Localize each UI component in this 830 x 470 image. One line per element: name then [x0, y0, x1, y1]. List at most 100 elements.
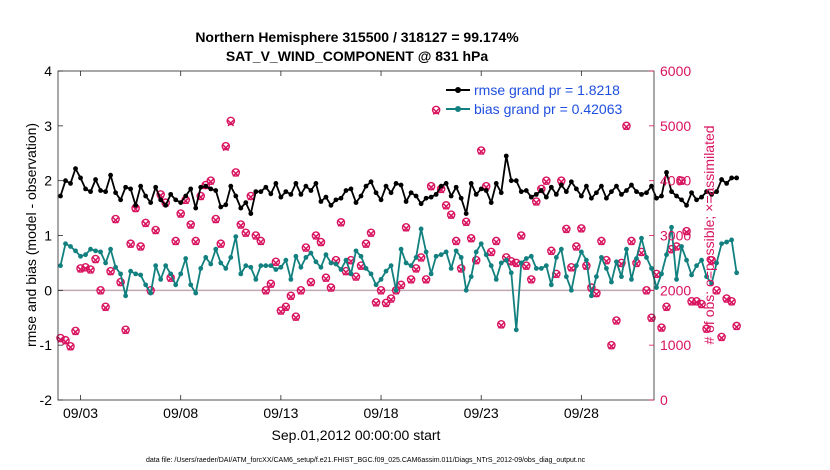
- rmse-point: [78, 175, 83, 181]
- obs-assimilated-point: [252, 233, 260, 240]
- obs-assimilated-point: [442, 203, 450, 210]
- bias-point: [293, 253, 299, 259]
- obs-assimilated-point: [527, 277, 535, 284]
- obs-assimilated-point: [673, 244, 680, 251]
- rmse-point: [298, 191, 304, 197]
- rmse-point: [543, 194, 549, 200]
- bias-point: [473, 249, 479, 255]
- obs-assimilated-point: [342, 268, 350, 276]
- obs-assimilated-point: [137, 244, 144, 251]
- bias-point: [508, 270, 514, 276]
- rmse-series-group: [58, 153, 740, 216]
- obs-assimilated-point: [277, 308, 285, 316]
- rmse-point: [669, 189, 674, 195]
- bias-point: [338, 267, 344, 272]
- bias-point: [213, 246, 219, 252]
- bias-point: [418, 226, 424, 232]
- rmse-point: [308, 188, 314, 193]
- obs-assimilated-point: [608, 342, 615, 350]
- bias-point: [328, 260, 334, 266]
- bias-point: [248, 264, 254, 270]
- bias-point: [263, 263, 269, 269]
- bias-point: [438, 252, 444, 258]
- obs-possible-point: [476, 146, 486, 155]
- obs-assimilated-point: [542, 178, 550, 186]
- bias-point: [659, 271, 664, 277]
- bias-point: [649, 266, 654, 271]
- bias-point: [253, 276, 259, 282]
- obs-assimilated-point: [237, 222, 245, 229]
- bias-point: [483, 252, 489, 258]
- obs-assimilated-point: [553, 271, 560, 279]
- obs-assimilated-point: [212, 216, 220, 224]
- obs-assimilated-point: [658, 325, 665, 333]
- rmse-point: [408, 190, 414, 196]
- bias-point: [699, 257, 704, 263]
- bias-point: [639, 235, 644, 241]
- obs-assimilated-point: [492, 238, 500, 246]
- obs-assimilated-point: [693, 299, 700, 306]
- bias-point: [413, 255, 419, 260]
- bias-point: [443, 249, 449, 255]
- obs-possible-point: [597, 236, 606, 246]
- rmse-point: [468, 181, 474, 186]
- bias-point: [518, 260, 524, 266]
- obs-assimilated-point: [568, 265, 575, 272]
- rmse-point: [654, 195, 659, 201]
- rmse-point: [103, 189, 108, 195]
- bias-point: [143, 282, 149, 288]
- obs-possible-point: [71, 326, 80, 336]
- rmse-point: [639, 191, 644, 197]
- obs-assimilated-point: [267, 281, 275, 289]
- obs-assimilated-point: [407, 277, 415, 284]
- rmse-point: [188, 186, 194, 192]
- obs-possible-point: [607, 340, 616, 350]
- rmse-point: [719, 177, 725, 182]
- bias-point: [398, 246, 404, 252]
- obs-assimilated-point: [132, 205, 139, 213]
- obs-assimilated-point: [623, 123, 630, 131]
- obs-possible-point: [311, 231, 321, 240]
- obs-possible-point: [216, 239, 226, 249]
- obs-possible-point: [496, 320, 506, 329]
- bias-point: [303, 255, 309, 260]
- obs-assimilated-point: [222, 144, 230, 152]
- obs-possible-point: [291, 312, 301, 321]
- obs-assimilated-point: [688, 299, 695, 306]
- obs-assimilated-point: [708, 257, 715, 265]
- rmse-point: [528, 194, 534, 200]
- rmse-point: [538, 188, 544, 193]
- obs-possible-point: [662, 302, 671, 312]
- rmse-point: [158, 197, 164, 203]
- bias-point: [173, 282, 179, 288]
- rmse-point: [684, 202, 689, 208]
- bias-point: [83, 252, 88, 258]
- obs-assimilated-point: [427, 183, 435, 191]
- rmse-point: [83, 186, 88, 192]
- rmse-point: [508, 178, 514, 184]
- obs-assimilated-point: [322, 275, 330, 283]
- bias-point: [448, 266, 454, 271]
- rmse-point: [453, 184, 459, 190]
- obs-assimilated-point: [307, 279, 315, 287]
- rmse-point: [523, 188, 529, 193]
- bias-point: [358, 253, 364, 259]
- bias-point: [233, 234, 239, 239]
- obs-assimilated-point: [663, 304, 670, 312]
- bias-point: [543, 263, 549, 269]
- bias-point: [278, 264, 284, 270]
- bias-point: [228, 255, 234, 260]
- rmse-point: [213, 188, 219, 193]
- obs-assimilated-point: [282, 304, 290, 312]
- bias-point: [383, 268, 389, 274]
- y2-tick-label: 6000: [660, 63, 691, 79]
- rmse-point: [568, 179, 574, 185]
- bias-point: [218, 260, 224, 266]
- obs-assimilated-point: [262, 288, 270, 295]
- rmse-point: [243, 200, 249, 206]
- y-axis-label: rmse and bias (model - observation): [23, 123, 39, 347]
- obs-assimilated-point: [578, 226, 585, 233]
- rmse-point: [268, 191, 274, 197]
- obs-assimilated-point: [87, 267, 94, 274]
